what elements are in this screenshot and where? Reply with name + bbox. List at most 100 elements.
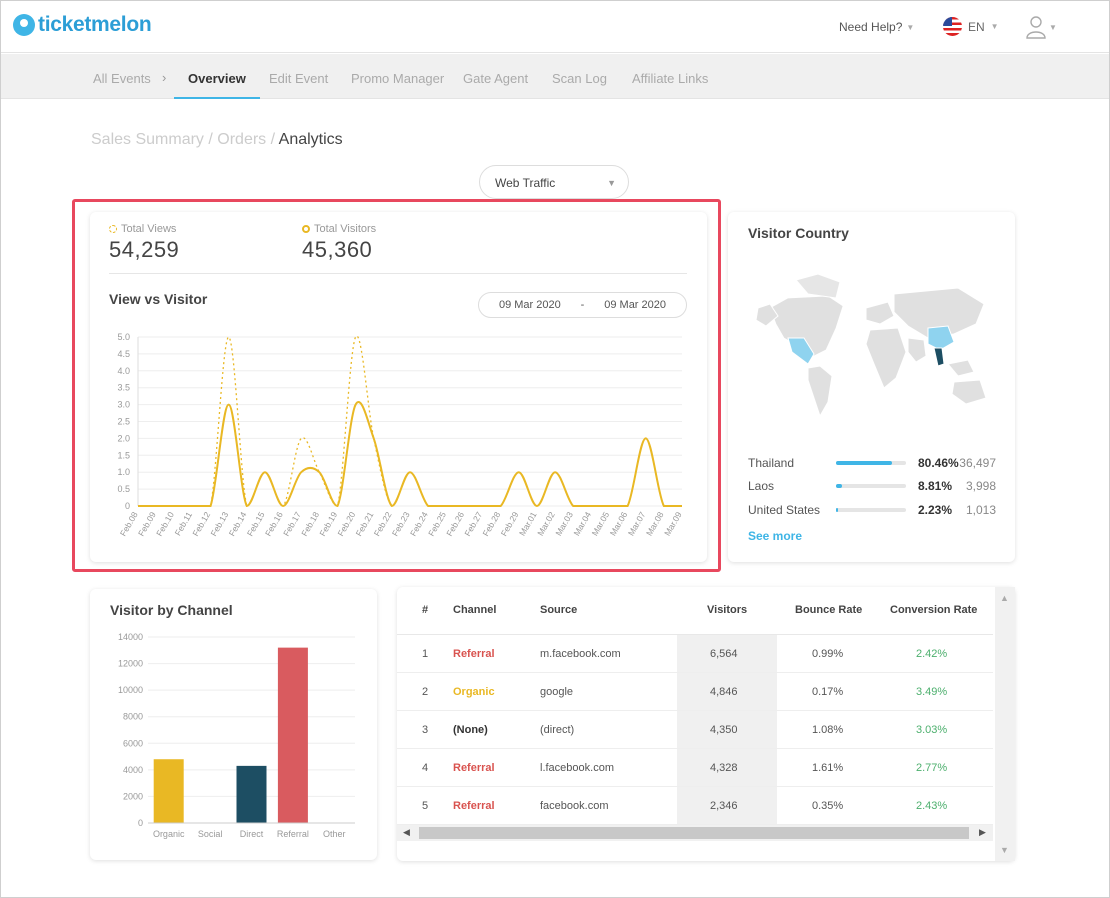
traffic-type-select[interactable]: Web Traffic ▼ [479,165,629,199]
tab-affiliate-links[interactable]: Affiliate Links [632,71,709,86]
scroll-thumb[interactable] [419,827,969,839]
y-tick-label: 6000 [123,738,143,748]
total-visitors-label: Total Visitors [302,223,376,235]
cell-source: google [540,686,574,698]
breadcrumb-orders[interactable]: Orders [217,131,267,148]
cell-visitors: 2,346 [710,800,738,812]
breadcrumb-sales-summary[interactable]: Sales Summary [91,131,204,148]
table-row[interactable]: 3 (None) (direct) 4,350 1.08% 3.03% [397,711,993,749]
tab-edit-event[interactable]: Edit Event [269,71,329,86]
visitors-column-shade [677,635,777,825]
tab-all-events[interactable]: All Events [93,71,151,86]
need-help-menu[interactable]: Need Help? ▼ [839,20,914,34]
user-menu[interactable]: ▼ [1025,15,1057,39]
scroll-left-icon[interactable]: ◀ [403,827,410,837]
bar-direct [236,765,267,823]
country-row: Laos 8.81% 3,998 [748,477,998,495]
table-row[interactable]: 4 Referral l.facebook.com 4,328 1.61% 2.77% [397,749,993,787]
table-row[interactable]: 5 Referral facebook.com 2,346 0.35% 2.43% [397,787,993,825]
col-channel[interactable]: Channel [453,604,497,616]
vertical-scrollbar[interactable]: ▲ ▼ [995,587,1015,861]
col-conversion-rate[interactable]: Conversion Rate [890,604,978,616]
table-row[interactable]: 2 Organic google 4,846 0.17% 3.49% [397,673,993,711]
y-tick-label: 5.0 [117,332,130,342]
cell-source: m.facebook.com [540,648,621,660]
tab-gate-agent[interactable]: Gate Agent [463,71,529,86]
country-pct: 80.46% [918,456,959,470]
user-icon [1026,16,1046,39]
cell-conversion-rate: 3.03% [916,724,948,736]
scroll-down-icon[interactable]: ▼ [1000,845,1009,855]
world-map [755,273,987,418]
y-tick-label: 2000 [123,791,143,801]
event-nav: All Events › Overview Edit Event Promo M… [1,54,1109,99]
total-views-label: Total Views [109,223,176,235]
country-row: United States 2.23% 1,013 [748,501,998,519]
scroll-up-icon[interactable]: ▲ [1000,593,1009,603]
country-bar [836,484,906,488]
date-range-picker[interactable]: 09 Mar 2020 - 09 Mar 2020 [478,292,687,318]
tab-promo-manager[interactable]: Promo Manager [351,71,445,86]
y-tick-label: 2.0 [117,433,130,443]
table-header: # Channel Source Visitors Bounce Rate Co… [397,587,993,635]
cell-visitors: 4,350 [710,724,738,736]
cell-conversion-rate: 2.77% [916,762,948,774]
tab-scan-log[interactable]: Scan Log [552,71,607,86]
cell-visitors: 4,846 [710,686,738,698]
total-views-text: Total Views [121,223,177,235]
cell-channel: Referral [453,648,495,660]
tab-overview[interactable]: Overview [174,54,260,99]
country-bar-fill [836,461,893,465]
chevron-right-icon: › [162,70,167,85]
scroll-right-icon[interactable]: ▶ [979,827,986,837]
logo-text: ticketmelon [38,13,152,36]
chevron-down-icon: ▼ [990,22,999,31]
language-menu[interactable]: EN ▼ [943,17,999,36]
country-bar [836,508,906,512]
view-chart-title: View vs Visitor [109,291,208,307]
chevron-down-icon: ▼ [607,178,616,188]
y-tick-label: 8000 [123,712,143,722]
bar-referral [277,647,308,823]
x-tick-label: Other [323,829,346,839]
y-tick-label: 0 [138,818,143,828]
date-to: 09 Mar 2020 [604,299,666,311]
total-visitors-value: 45,360 [302,237,373,262]
y-tick-label: 0.5 [117,484,130,494]
y-tick-label: 14000 [118,632,143,642]
cell-index: 2 [422,686,429,698]
y-tick-label: 3.5 [117,383,130,393]
horizontal-scrollbar[interactable]: ◀ ▶ [397,825,993,841]
logo[interactable]: ticketmelon [13,13,152,37]
visitor-country-card: Visitor Country Thailand 80.46% 36,497 L… [728,212,1015,562]
col-index[interactable]: # [422,604,429,616]
country-name: United States [748,503,821,517]
cell-channel: Referral [453,800,495,812]
country-bar-fill [836,484,843,488]
visitors-series-line [138,401,682,508]
y-tick-label: 4000 [123,765,143,775]
y-tick-label: 1.5 [117,450,130,460]
cell-index: 5 [422,800,429,812]
col-source[interactable]: Source [540,604,578,616]
total-visitors-text: Total Visitors [314,223,377,235]
col-visitors[interactable]: Visitors [707,604,748,616]
cell-channel: Referral [453,762,495,774]
cell-bounce-rate: 0.99% [812,648,844,660]
cell-visitors: 4,328 [710,762,738,774]
x-tick-label: Social [198,829,223,839]
y-tick-label: 1.0 [117,467,130,477]
breadcrumb-separator: / [208,131,213,148]
col-bounce-rate[interactable]: Bounce Rate [795,604,863,616]
bar-organic [153,759,184,823]
see-more-link[interactable]: See more [748,529,803,543]
country-name: Laos [748,479,775,493]
table-row[interactable]: 1 Referral m.facebook.com 6,564 0.99% 2.42% [397,635,993,673]
cell-bounce-rate: 0.17% [812,686,844,698]
y-tick-label: 10000 [118,685,143,695]
country-bar [836,461,906,465]
breadcrumb: Sales Summary / Orders / Analytics [91,131,343,149]
date-separator: - [580,299,585,311]
breadcrumb-current: Analytics [278,131,343,148]
logo-icon [13,14,35,36]
